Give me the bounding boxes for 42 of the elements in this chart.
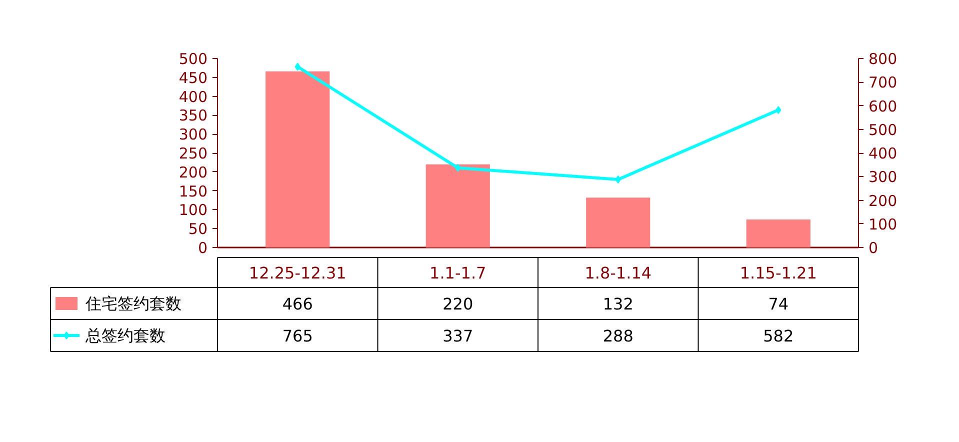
y2-tick-label: 800 (868, 50, 898, 68)
x-tick-label: 1.8-1.14 (584, 264, 652, 282)
y-tick-label: 250 (178, 144, 208, 162)
bar (266, 71, 330, 248)
y-tick-label: 150 (178, 182, 208, 200)
data-label: 132 (602, 294, 634, 314)
y-tick-label: 0 (198, 239, 208, 257)
point (455, 164, 461, 172)
y2-tick-label: 100 (868, 215, 898, 234)
data-label: 466 (282, 294, 313, 314)
point (294, 62, 300, 71)
bar (586, 198, 650, 248)
data-label: 582 (763, 326, 794, 346)
legend-label: 住宅签约套数 (84, 294, 182, 313)
y-tick-label: 50 (188, 220, 208, 238)
data-label: 337 (442, 326, 474, 346)
y2-tick-label: 500 (868, 120, 898, 139)
bar (746, 220, 810, 248)
y2-tick-label: 300 (868, 168, 898, 186)
x-tick-label: 1.1-1.7 (430, 264, 486, 282)
y2-tick-label: 400 (868, 144, 898, 162)
point (615, 175, 621, 184)
y2-tick-label: 700 (868, 74, 898, 92)
legend-label: 总签约套数 (84, 326, 166, 345)
data-label: 74 (768, 294, 789, 314)
bar (426, 164, 490, 248)
y-tick-label: 500 (178, 50, 208, 68)
x-tick-label: 12.25-12.31 (248, 264, 346, 282)
y-tick-label: 350 (178, 106, 208, 125)
y-tick-label: 100 (178, 201, 208, 220)
y-tick-label: 300 (178, 126, 208, 144)
y-tick-label: 450 (178, 68, 208, 87)
point (776, 106, 782, 114)
data-label: 765 (282, 326, 313, 346)
y-tick-label: 400 (178, 88, 208, 106)
x-tick-label: 1.15-1.21 (740, 264, 817, 282)
y2-tick-label: 0 (868, 239, 878, 257)
y-tick-label: 200 (178, 163, 208, 182)
y2-tick-label: 200 (868, 192, 898, 210)
y2-tick-label: 600 (868, 97, 898, 116)
data-label: 288 (602, 326, 634, 346)
data-label: 220 (442, 294, 474, 314)
